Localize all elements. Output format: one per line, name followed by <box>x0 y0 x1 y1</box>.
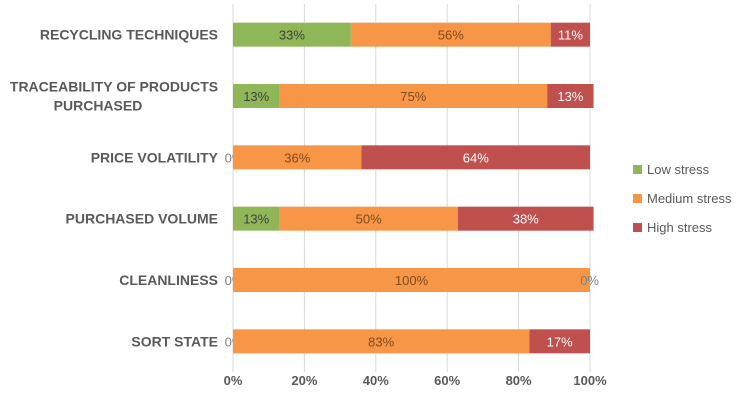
legend-swatch <box>633 165 642 174</box>
category-label: CLEANLINESS <box>119 272 218 288</box>
category-label: PRICE VOLATILITY <box>91 149 219 165</box>
x-tick-label: 80% <box>506 373 532 388</box>
data-label: 75% <box>400 89 426 104</box>
bar-segment <box>233 145 362 170</box>
data-label: 13% <box>557 89 583 104</box>
data-label: 13% <box>243 212 269 227</box>
bar-segment <box>550 22 590 47</box>
data-label: 33% <box>279 28 305 43</box>
data-label: 100% <box>395 273 429 288</box>
bar-segment <box>233 206 280 231</box>
bar-segment <box>529 329 590 354</box>
data-label: 13% <box>243 89 269 104</box>
bar-segment <box>547 84 594 108</box>
x-tick-label: 40% <box>363 373 389 388</box>
bar-segment <box>233 22 351 47</box>
data-label: 38% <box>513 212 539 227</box>
data-label: 64% <box>463 150 489 165</box>
bar-segment <box>350 22 551 47</box>
data-label: 50% <box>356 212 382 227</box>
x-tick-label: 20% <box>291 373 317 388</box>
legend-swatch <box>633 194 642 203</box>
bar-segment <box>457 206 594 231</box>
data-label: 56% <box>438 28 464 43</box>
data-label: 17% <box>547 334 573 349</box>
bar-segment <box>279 206 458 231</box>
legend-label: Low stress <box>647 162 710 177</box>
x-tick-label: 0% <box>224 373 243 388</box>
bar-segment <box>233 268 590 292</box>
legend-label: Medium stress <box>647 191 732 206</box>
category-label: SORT STATE <box>131 333 218 349</box>
legend-swatch <box>633 223 642 232</box>
bar-segment <box>279 84 548 108</box>
bar-segment <box>233 84 280 108</box>
data-label: 83% <box>368 334 394 349</box>
bar-segment <box>233 329 530 354</box>
category-label: TRACEABILITY OF PRODUCTS PURCHASED <box>10 79 218 114</box>
legend-label: High stress <box>647 220 713 235</box>
x-tick-label: 100% <box>573 373 607 388</box>
category-label: RECYCLING TECHNIQUES <box>40 27 218 43</box>
x-tick-label: 60% <box>434 373 460 388</box>
category-label: PURCHASED VOLUME <box>66 211 218 227</box>
data-label: 36% <box>284 150 310 165</box>
bar-segment <box>361 145 590 170</box>
data-label: 11% <box>558 28 583 43</box>
data-label: 0% <box>580 273 599 288</box>
